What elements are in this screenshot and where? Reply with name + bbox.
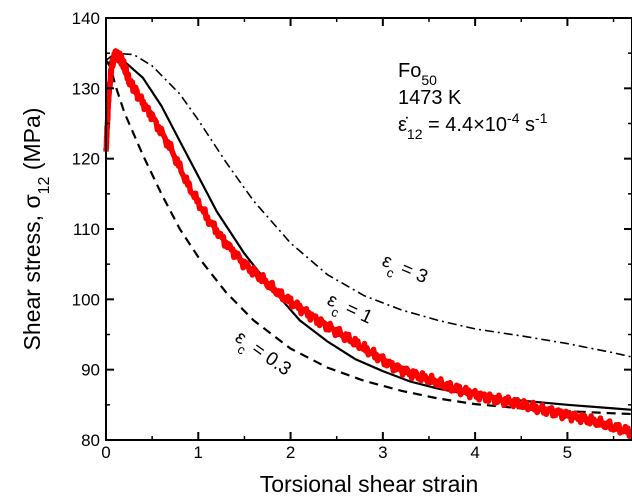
annotation-rate-sub: 12 [407, 126, 423, 142]
y-axis-title: Shear stress, σ12 (MPa) [19, 108, 53, 351]
y-axis-title-unit: (MPa) [19, 108, 45, 177]
measured-curve [103, 48, 632, 440]
x-tick-label: 3 [378, 443, 387, 462]
annotation-rate-exp2: -1 [535, 110, 548, 126]
y-axis-title-sub: 12 [36, 176, 53, 194]
annotation-sample: Fo50 [398, 60, 437, 88]
y-tick-label: 80 [81, 431, 100, 450]
x-tick-label: 4 [470, 443, 479, 462]
series-layer [103, 48, 632, 440]
y-tick-label: 120 [72, 150, 100, 169]
sample-annotation: Fo50 1473 K ε̇12 = 4.4×10-4 s-1 [398, 60, 548, 142]
y-tick-label: 90 [81, 361, 100, 380]
plot-frame [105, 17, 632, 441]
y-tick-label: 140 [72, 9, 100, 28]
curve-label-epsc-1-value: = 1 [337, 296, 375, 329]
y-tick-label: 110 [73, 220, 100, 239]
curve-label-epsc-0-3-value: = 0.3 [243, 335, 294, 380]
annotation-rate-unit: s [519, 114, 535, 136]
annotation-sample-sub: 50 [421, 72, 437, 88]
annotation-sample-main: Fo [398, 60, 421, 82]
x-tick-label: 0 [101, 443, 110, 462]
annotation-temperature: 1473 K [398, 87, 462, 109]
x-tick-label: 2 [286, 443, 295, 462]
annotation-strain-rate: ε̇12 = 4.4×10-4 s-1 [398, 110, 548, 142]
curve-epsc-3 [105, 52, 632, 358]
curve-label-epsc-3: εc = 3 [377, 250, 431, 293]
x-tick-label: 1 [194, 443, 203, 462]
y-axis-title-main: Shear stress, σ [19, 194, 45, 350]
annotation-rate-exp: -4 [507, 110, 520, 126]
x-axis-title: Torsional shear strain [260, 471, 479, 497]
annotation-rate-symbol: ε̇ [398, 114, 408, 136]
y-tick-label: 100 [72, 290, 100, 309]
y-tick-label: 130 [72, 79, 100, 98]
x-tick-label: 5 [563, 443, 572, 462]
curve-label-epsc-3-value: = 3 [393, 256, 431, 288]
curve-label-epsc-0-3: εc = 0.3 [228, 327, 295, 385]
annotation-rate-eq: = 4.4×10 [423, 114, 508, 136]
curve-epsc-0-3 [105, 59, 632, 416]
